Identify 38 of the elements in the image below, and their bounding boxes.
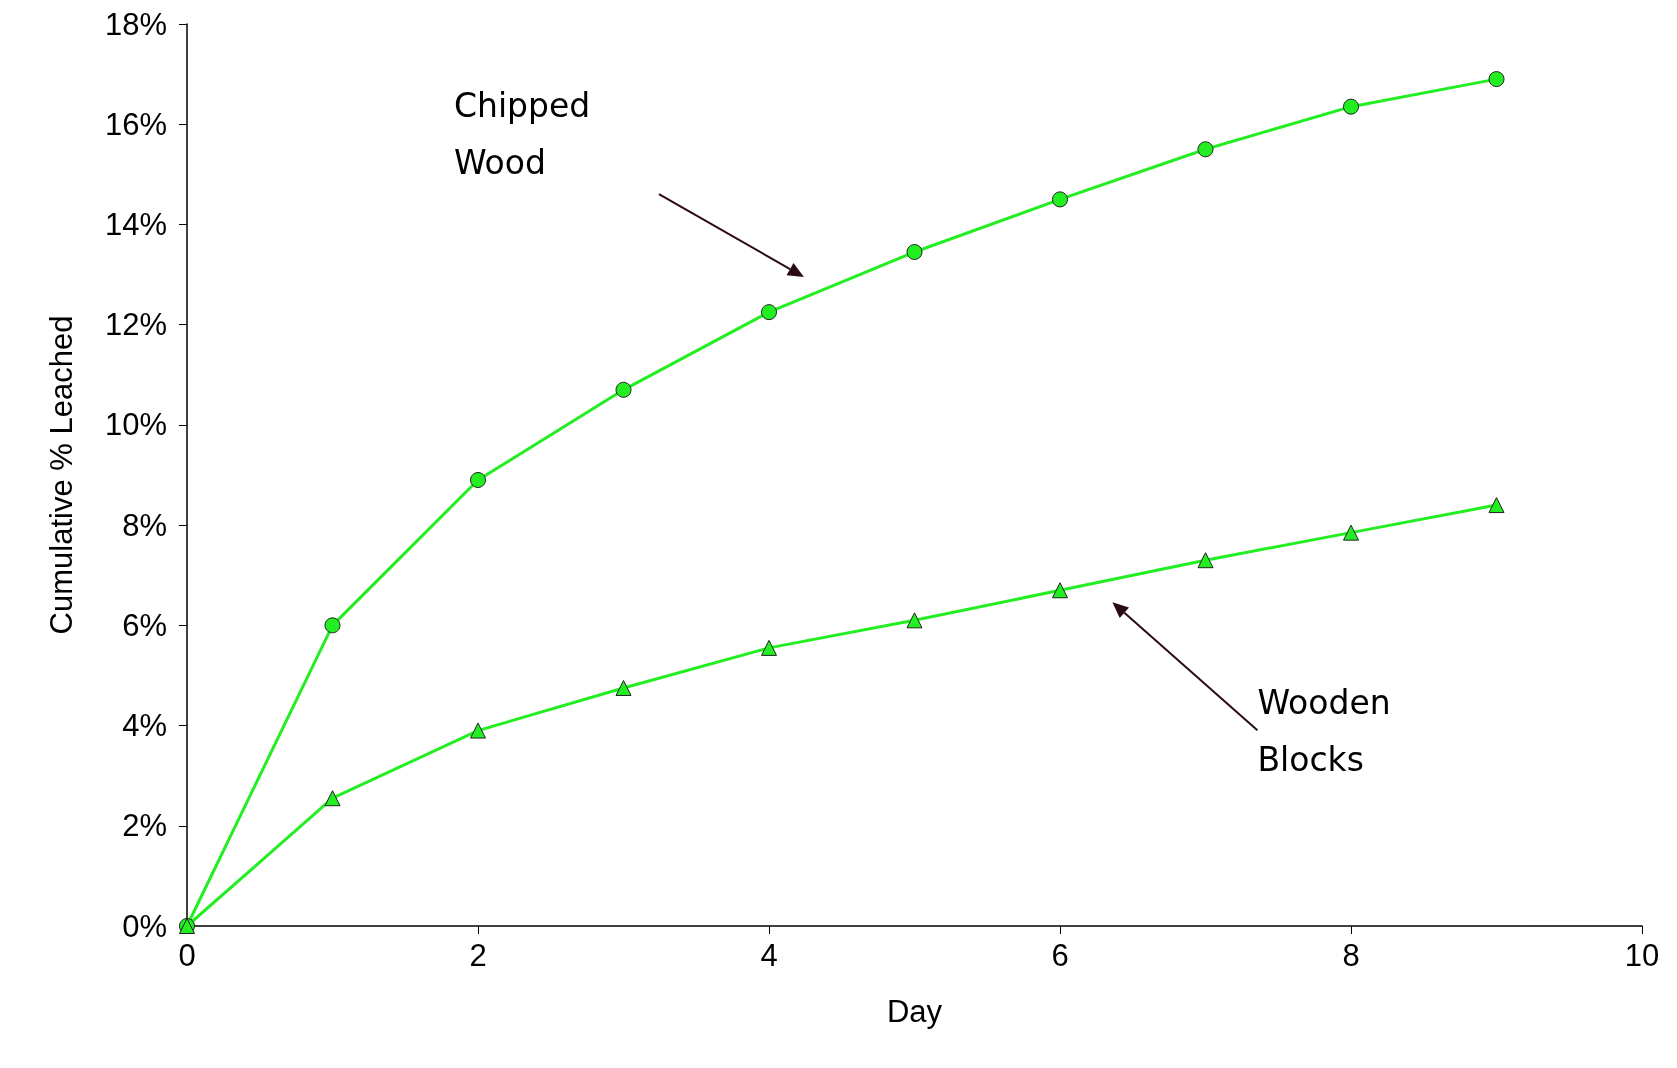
x-axis-title: Day: [886, 994, 943, 1029]
point: [1343, 524, 1359, 541]
point: [615, 679, 632, 696]
point: [324, 790, 341, 807]
y-tick-label: 16%: [104, 106, 167, 142]
point: [470, 722, 486, 739]
annotation: Chipped Wood: [453, 86, 601, 183]
x-tick-label: 4: [760, 938, 778, 973]
x-tick-label: 6: [1051, 938, 1069, 973]
point: [1052, 191, 1068, 208]
y-tick-label: 14%: [104, 206, 167, 242]
point: [1197, 141, 1214, 158]
y-tick-label: 10%: [104, 407, 167, 443]
y-tick-label: 18%: [104, 6, 167, 42]
y-tick-label: 6%: [122, 607, 167, 643]
point: [1052, 582, 1068, 599]
point: [1343, 98, 1359, 115]
y-tick-label: 8%: [122, 507, 167, 543]
x-tick-label: 8: [1342, 938, 1360, 973]
y-tick-label: 0%: [122, 908, 167, 944]
point: [761, 639, 777, 656]
x-tick-label: 2: [469, 938, 487, 973]
y-tick-label: 2%: [122, 808, 167, 844]
point: [615, 381, 632, 398]
y-tick-label: 4%: [122, 708, 167, 744]
point: [470, 472, 486, 489]
y-axis-title: Cumulative % Leached: [44, 315, 79, 635]
x-tick-label: 10: [1624, 938, 1660, 973]
point: [761, 304, 777, 321]
y-tick-label: 12%: [104, 307, 167, 343]
point: [906, 244, 923, 260]
x-tick-label: 0: [178, 938, 196, 973]
point: [1197, 552, 1214, 569]
point: [906, 612, 923, 629]
point: [1488, 71, 1505, 88]
point: [324, 617, 341, 634]
point: [1488, 497, 1505, 514]
annotation: Wooden Blocks: [1257, 683, 1402, 780]
